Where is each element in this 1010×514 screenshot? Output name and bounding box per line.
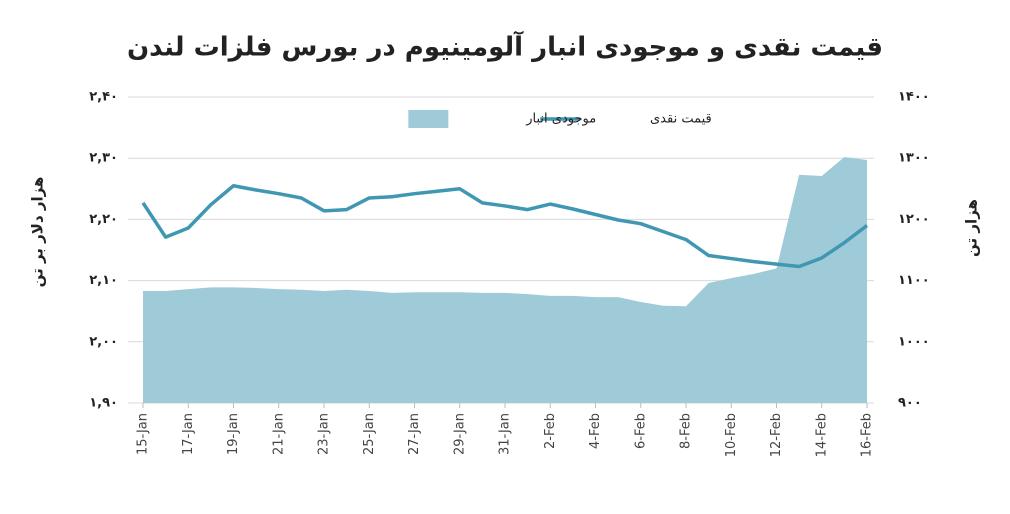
- y-tick-label: ۱,۹۰: [89, 396, 118, 411]
- y2-tick-label: ۱۲۰۰: [898, 212, 930, 227]
- y2-axis-title: هزار تن: [963, 199, 981, 257]
- x-tick-label: 15-Jan: [136, 413, 151, 455]
- chart-title: قیمت نقدی و موجودی انبار آلومینیوم در بو…: [127, 31, 883, 63]
- x-tick-label: 16-Feb: [860, 413, 875, 457]
- x-tick-label: 6-Feb: [633, 413, 648, 449]
- legend-swatch: [408, 110, 449, 128]
- y2-tick-label: ۱۴۰۰: [898, 90, 930, 105]
- x-tick-label: 4-Feb: [588, 413, 603, 449]
- y2-tick-label: ۱۳۰۰: [898, 151, 930, 166]
- legend-label: موجودی انبار: [525, 112, 596, 127]
- y2-tick-label: ۹۰۰: [898, 396, 922, 411]
- x-tick-label: 2-Feb: [543, 413, 558, 449]
- y2-tick-label: ۱۱۰۰: [898, 273, 930, 288]
- x-tick-label: 23-Jan: [317, 413, 332, 455]
- y2-tick-label: ۱۰۰۰: [898, 334, 930, 349]
- y-tick-label: ۲,۲۰: [89, 212, 118, 227]
- y-axis-title: هزار دلار بر تن: [29, 177, 47, 288]
- legend-label: قیمت نقدی: [650, 112, 712, 127]
- x-tick-label: 29-Jan: [452, 413, 467, 455]
- y-tick-label: ۲,۴۰: [89, 90, 118, 105]
- y-tick-label: ۲,۳۰: [89, 151, 118, 166]
- x-tick-label: 14-Feb: [814, 413, 829, 457]
- line: [141, 183, 869, 269]
- x-tick-label: 10-Feb: [724, 413, 739, 457]
- x-tick-label: 17-Jan: [181, 413, 196, 455]
- x-tick-label: 25-Jan: [362, 413, 377, 455]
- y-tick-label: ۲,۱۰: [89, 273, 118, 288]
- x-tick-label: 31-Jan: [498, 413, 513, 455]
- x-tick-label: 27-Jan: [407, 413, 422, 455]
- x-tick-label: 21-Jan: [271, 413, 286, 455]
- y-tick-label: ۲,۰۰: [89, 334, 118, 349]
- x-tick-label: 8-Feb: [679, 413, 694, 449]
- area: [143, 156, 867, 403]
- x-tick-label: 12-Feb: [769, 413, 784, 457]
- x-tick-label: 19-Jan: [226, 413, 241, 455]
